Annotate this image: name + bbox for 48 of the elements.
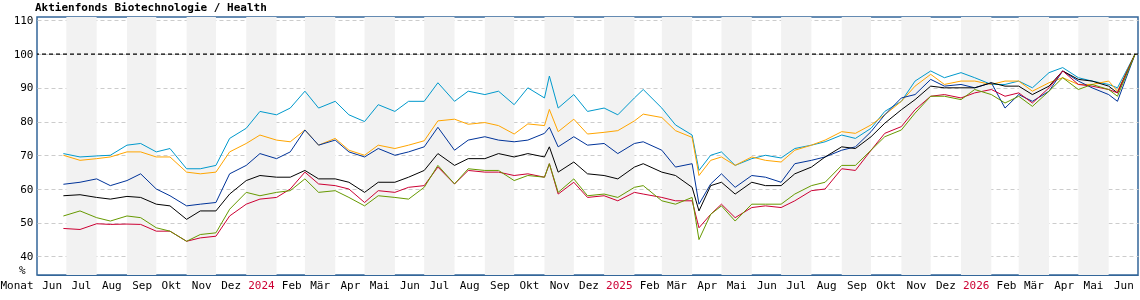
x-tick-label: Sep xyxy=(846,278,867,292)
x-tick-label: Apr xyxy=(697,278,718,292)
x-tick-label: Mär xyxy=(310,278,331,292)
x-tick-label: Dez xyxy=(935,278,956,292)
y-axis-title: % xyxy=(18,263,26,277)
x-tick-label: Jul xyxy=(429,278,450,292)
y-tick-label: 40 xyxy=(20,249,34,263)
x-tick-label: Okt xyxy=(161,278,182,292)
x-tick-label: Apr xyxy=(1054,278,1075,292)
x-tick-label: Mai xyxy=(369,278,390,292)
y-tick-label: 110 xyxy=(13,13,34,27)
x-tick-label: Jul xyxy=(786,278,807,292)
x-tick-label: Mai xyxy=(726,278,747,292)
y-tick-label: 100 xyxy=(13,47,34,61)
x-tick-label: Apr xyxy=(340,278,361,292)
x-tick-label: Okt xyxy=(876,278,897,292)
x-tick-label: Feb xyxy=(639,278,660,292)
x-tick-label: Mär xyxy=(667,278,688,292)
x-tick-label: Nov xyxy=(549,278,570,292)
chart-title: Aktienfonds Biotechnologie / Health xyxy=(35,1,267,15)
x-tick-label: Jun xyxy=(1113,278,1134,292)
x-tick-label: 2024 xyxy=(248,278,276,292)
x-tick-label: Mär xyxy=(1023,278,1045,292)
x-tick-label: Aug xyxy=(816,278,837,292)
x-tick-label: Nov xyxy=(906,278,927,292)
x-tick-label: Jun xyxy=(400,278,420,292)
y-tick-label: 90 xyxy=(20,81,34,95)
x-tick-label: Sep xyxy=(132,278,153,292)
x-tick-label: Dez xyxy=(221,278,242,292)
x-tick-label: Nov xyxy=(191,278,213,292)
x-tick-label: Aug xyxy=(101,278,122,292)
x-tick-label: Feb xyxy=(996,278,1017,292)
x-tick-label: Jul xyxy=(71,278,92,292)
x-tick-label: 2025 xyxy=(606,278,633,292)
x-tick-label: Sep xyxy=(490,278,510,292)
y-tick-label: 80 xyxy=(20,115,34,129)
x-tick-label: Jun xyxy=(42,278,63,292)
x-tick-label: Dez xyxy=(579,278,599,292)
x-tick-label: 2026 xyxy=(962,278,990,292)
x-tick-label: Mai xyxy=(1083,278,1104,292)
y-tick-label: 60 xyxy=(20,182,34,196)
x-tick-label: Aug xyxy=(459,278,480,292)
x-tick-label: Jun xyxy=(757,278,777,292)
y-tick-label: 70 xyxy=(20,148,34,162)
x-tick-label: Feb xyxy=(281,278,302,292)
x-axis-title: Monat xyxy=(0,278,34,292)
y-tick-label: 50 xyxy=(20,216,34,230)
x-tick-label: Okt xyxy=(519,278,540,292)
